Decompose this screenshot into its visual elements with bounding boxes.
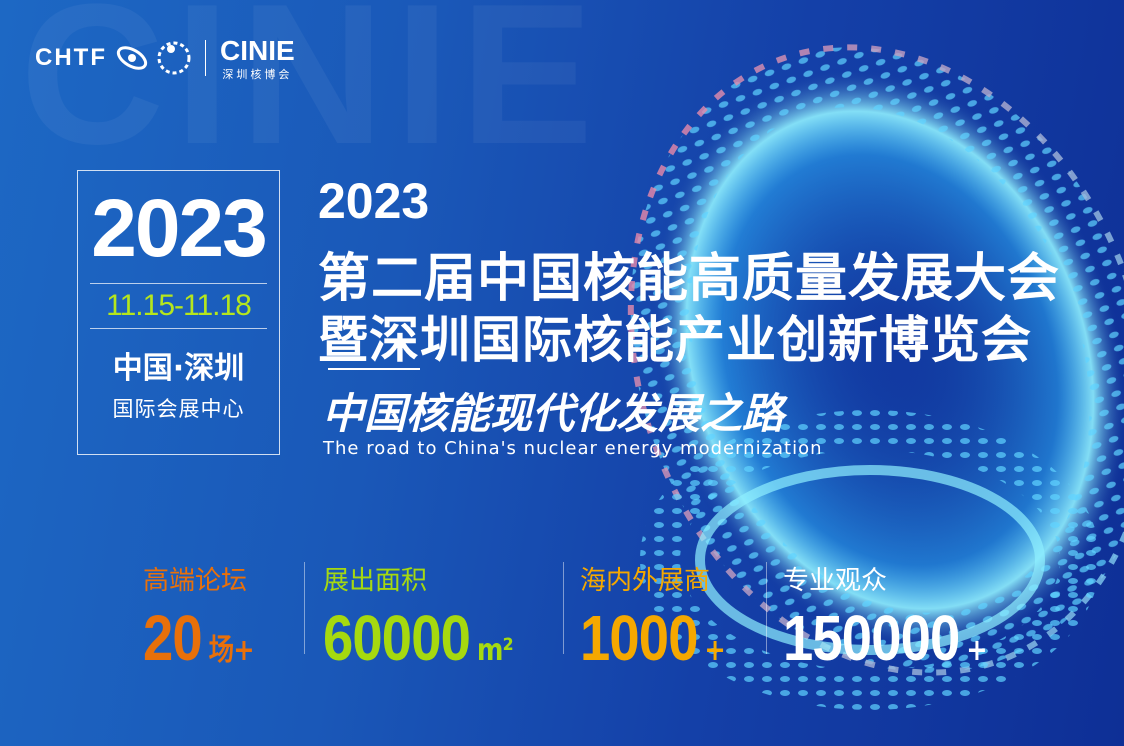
title-year: 2023 — [318, 173, 430, 229]
cinie-subtext: 深圳核博会 — [222, 68, 293, 81]
stat-label: 专业观众 — [783, 566, 888, 596]
event-venue: 国际会展中心 — [112, 397, 245, 421]
stat-area: 展出面积 60000 m² — [323, 560, 546, 675]
stat-unit: 场+ — [208, 633, 255, 668]
box-year: 2023 — [91, 183, 267, 274]
title-line-1: 第二届中国核能高质量发展大会 — [318, 249, 1061, 309]
subtitle: 中国核能现代化发展之路 — [322, 389, 785, 438]
stat-visitors: 专业观众 150000 + — [783, 560, 1023, 675]
stat-unit: m² — [476, 633, 514, 668]
chtf-logo: CHTF — [35, 43, 107, 71]
stat-unit: + — [704, 633, 725, 668]
stat-unit: + — [966, 633, 987, 668]
divider-line — [328, 368, 420, 370]
cinie-logo: CINIE 深圳核博会 — [220, 35, 295, 80]
event-dates: 11.15-11.18 — [90, 283, 267, 329]
stat-divider — [304, 562, 305, 654]
logo-group: CHTF CINIE 深圳核博会 — [35, 35, 295, 80]
title-line-2: 暨深圳国际核能产业创新博览会 — [318, 311, 1032, 369]
stat-label: 展出面积 — [323, 566, 428, 596]
english-subtitle: The road to China's nuclear energy moder… — [323, 438, 823, 459]
stat-value: 20 — [143, 602, 203, 674]
globe-icon — [157, 41, 191, 74]
event-city: 中国·深圳 — [112, 351, 245, 386]
atom-icon — [116, 45, 148, 70]
date-box: 2023 11.15-11.18 中国·深圳 国际会展中心 — [77, 170, 280, 455]
stat-value: 1000 — [580, 602, 698, 674]
logo-divider — [204, 39, 206, 76]
stat-forums: 高端论坛 20 场+ — [143, 560, 273, 675]
stat-divider — [563, 562, 564, 654]
cinie-text: CINIE — [219, 35, 295, 66]
swirl-graphic — [627, 44, 1124, 710]
stat-value: 150000 — [783, 602, 960, 674]
stat-label: 高端论坛 — [143, 566, 248, 596]
background-watermark: CINIE — [20, 0, 604, 186]
stat-divider — [766, 562, 767, 654]
stat-value: 60000 — [323, 602, 471, 674]
stat-exhibitors: 海内外展商 1000 + — [580, 560, 751, 675]
stat-label: 海内外展商 — [580, 566, 711, 596]
